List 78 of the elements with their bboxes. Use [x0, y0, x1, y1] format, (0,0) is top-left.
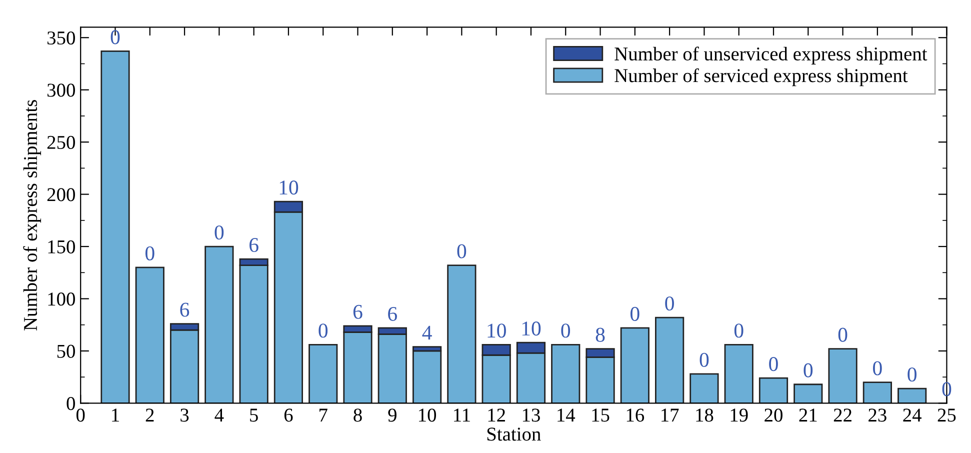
- x-tick-label: 9: [388, 408, 396, 422]
- x-tick-label: 15: [592, 408, 610, 422]
- data-label: 0: [145, 246, 154, 260]
- data-label: 6: [388, 306, 397, 321]
- legend-label: Number of serviced express shipment: [614, 68, 908, 86]
- bar: [135, 266, 164, 404]
- x-tick-label: 1: [112, 408, 119, 422]
- bar: [862, 382, 892, 404]
- data-label: 10: [488, 324, 506, 338]
- data-label: 0: [318, 324, 328, 338]
- y-tick-label: 350: [47, 31, 75, 45]
- data-label: 0: [838, 328, 848, 342]
- bar: [690, 373, 719, 404]
- x-tick-label: 21: [799, 408, 817, 422]
- x-tick-label: 5: [250, 408, 258, 422]
- bar: [828, 348, 858, 404]
- x-tick-label: 17: [662, 408, 679, 422]
- x-tick-label: 13: [522, 408, 540, 422]
- data-label: 0: [561, 324, 570, 338]
- y-tick-label: 200: [47, 188, 75, 202]
- data-label: 0: [804, 363, 813, 378]
- x-tick-label: 6: [284, 408, 293, 422]
- bar: [100, 50, 130, 404]
- data-label: 10: [280, 180, 298, 195]
- legend-label: Number of unserviced express shipment: [614, 46, 928, 64]
- y-tick-label: 50: [57, 344, 75, 358]
- data-label: 0: [110, 30, 120, 44]
- x-tick-label: 0: [76, 408, 85, 422]
- bar: [204, 246, 234, 404]
- data-label: 0: [630, 306, 640, 321]
- data-label: 8: [596, 328, 605, 342]
- x-tick-label: 11: [454, 408, 470, 422]
- bar: [794, 384, 823, 404]
- y-tick-label: 250: [47, 136, 75, 150]
- data-label: 0: [769, 357, 778, 372]
- x-tick-label: 2: [146, 408, 154, 422]
- x-tick-label: 23: [868, 408, 886, 422]
- y-axis-title: Number of express shipments: [23, 100, 42, 330]
- bar: [447, 264, 476, 404]
- bar: [898, 388, 927, 404]
- x-tick-label: 20: [764, 408, 782, 422]
- y-tick-label: 100: [48, 292, 75, 306]
- data-label: 10: [522, 322, 541, 336]
- bar: [551, 344, 580, 404]
- bar: [724, 344, 754, 404]
- bar: [758, 377, 788, 404]
- x-tick-label: 24: [903, 408, 922, 422]
- bar: [412, 350, 442, 404]
- x-axis-title: Station: [487, 428, 541, 441]
- data-label: 6: [180, 302, 190, 317]
- x-tick-label: 25: [938, 408, 956, 422]
- data-label: 4: [422, 326, 432, 340]
- data-label: 6: [353, 304, 362, 319]
- y-tick-label: 300: [47, 84, 75, 97]
- x-tick-label: 14: [558, 408, 576, 422]
- y-tick-label: 0: [66, 396, 75, 410]
- data-label: 0: [457, 244, 466, 258]
- x-tick-label: 4: [214, 408, 224, 422]
- data-label: 0: [734, 324, 744, 338]
- data-label: 0: [665, 296, 674, 311]
- x-tick-label: 19: [730, 408, 748, 422]
- x-tick-label: 16: [626, 408, 644, 422]
- x-tick-label: 18: [696, 408, 714, 422]
- data-label: 0: [214, 225, 224, 240]
- x-tick-label: 12: [488, 408, 505, 422]
- data-label: 6: [250, 238, 258, 252]
- x-tick-label: 3: [180, 408, 189, 422]
- x-tick-label: 22: [834, 408, 852, 422]
- y-tick-label: 150: [48, 240, 75, 254]
- x-tick-label: 7: [320, 408, 328, 422]
- data-label: 0: [873, 361, 882, 376]
- bar: [308, 344, 338, 404]
- x-tick-label: 10: [419, 408, 436, 422]
- x-tick-label: 8: [354, 408, 362, 422]
- bar: [655, 316, 684, 404]
- data-label: 0: [700, 352, 709, 367]
- data-label: 0: [908, 367, 916, 382]
- bar: [620, 327, 650, 404]
